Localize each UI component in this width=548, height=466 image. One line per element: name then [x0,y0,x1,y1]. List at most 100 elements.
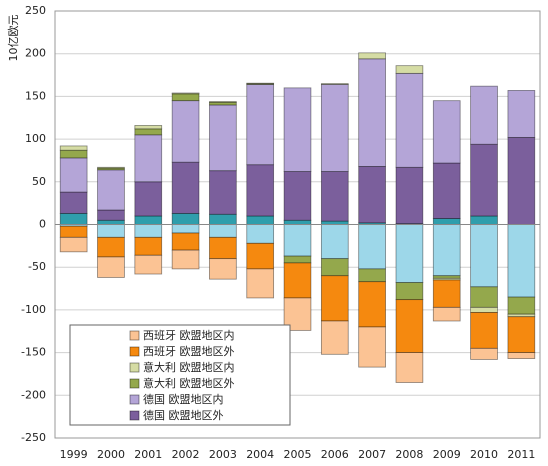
legend-label: 西班牙 欧盟地区内 [143,328,235,342]
x-tick-label: 2007 [358,448,386,461]
x-tick-label: 2001 [134,448,162,461]
x-tick-label: 2009 [433,448,461,461]
x-tick-label: 2008 [395,448,423,461]
legend-swatch [129,378,140,389]
bar-segment [209,101,237,103]
bar-segment [59,191,88,214]
bar-segment [97,209,125,221]
y-tick-label: 250 [25,4,46,17]
bar-segment [134,128,163,136]
bar-segment [470,347,498,360]
bar-segment [358,58,386,167]
y-axis-label: 10亿欧元 [7,15,20,62]
bar-segment [358,224,386,270]
bar-segment [134,125,163,130]
bar-segment [97,169,125,211]
legend-swatch [129,394,140,405]
y-tick-label: -150 [21,346,46,359]
bar-segment [320,320,349,355]
bar-segment [209,236,237,260]
y-tick-label: 200 [25,47,46,60]
bar-segment [59,157,88,193]
y-tick-label: 0 [39,218,46,231]
bar-segment [358,166,386,224]
bar-segment [171,232,200,251]
bar-segment [358,268,386,283]
y-tick-label: 50 [32,175,46,188]
bar-segment [59,225,88,238]
bar-segment [320,220,349,225]
x-tick-label: 2006 [321,448,349,461]
legend-label: 西班牙 欧盟地区外 [143,345,235,358]
bar-segment [432,162,461,219]
bar-segment [507,224,536,298]
bar-segment [97,236,125,258]
legend-swatch [129,362,140,373]
bar-segment [97,219,125,225]
legend-label: 德国 欧盟地区外 [143,408,224,422]
legend-swatch [129,410,140,421]
bar-segment [358,326,386,368]
bar-segment [358,52,386,60]
bar-segment [507,352,536,359]
bar-segment [395,166,424,225]
bar-segment [470,224,498,288]
bar-segment [246,242,275,270]
bar-segment [134,134,163,183]
bar-segment [283,224,312,257]
bar-segment [171,224,200,234]
bar-segment [97,224,125,238]
y-tick-label: -200 [21,388,46,401]
bar-segment [97,166,125,169]
y-tick-label: 100 [25,132,46,145]
bar-segment [432,224,461,277]
legend-label: 意大利 欧盟地区内 [143,360,235,374]
bar-segment [395,224,424,283]
bar-segment [59,236,88,253]
bar-segment [283,171,312,221]
bar-segment [432,218,461,225]
bar-segment [470,85,498,145]
bar-segment [209,170,237,215]
bar-segment [507,90,536,138]
bar-segment [507,316,536,353]
bar-segment [134,181,163,217]
legend-label: 德国 欧盟地区内 [143,392,224,406]
bar-segment [283,297,312,331]
bar-segment [246,84,275,166]
x-tick-label: 2003 [209,448,237,461]
bar-segment [283,255,312,264]
legend-box [69,324,291,426]
bar-segment [470,312,498,349]
bar-segment [134,254,163,275]
bar-segment [171,212,200,225]
bar-segment [470,215,498,225]
bar-segment [246,224,275,244]
bar-segment [134,236,163,256]
bar-segment [432,279,461,308]
bar-segment [395,282,424,301]
bar-segment [470,143,498,217]
bar-segment [470,306,498,313]
y-tick-label: 150 [25,89,46,102]
bar-segment [171,100,200,163]
bar-segment [171,249,200,270]
bar-segment [358,281,386,328]
bar-segment [171,93,200,102]
bar-segment [320,83,349,85]
bar-segment [171,161,200,214]
bar-segment [209,258,237,280]
bar-segment [209,224,237,238]
bar-segment [283,219,312,225]
bar-segment [246,164,275,217]
x-tick-label: 2011 [507,448,535,461]
y-tick-label: -50 [28,260,46,273]
bar-segment [134,215,163,225]
legend-swatch [129,330,140,341]
y-tick-label: -100 [21,303,46,316]
bar-segment [320,275,349,322]
bar-segment [395,65,424,74]
bar-segment [470,286,498,308]
